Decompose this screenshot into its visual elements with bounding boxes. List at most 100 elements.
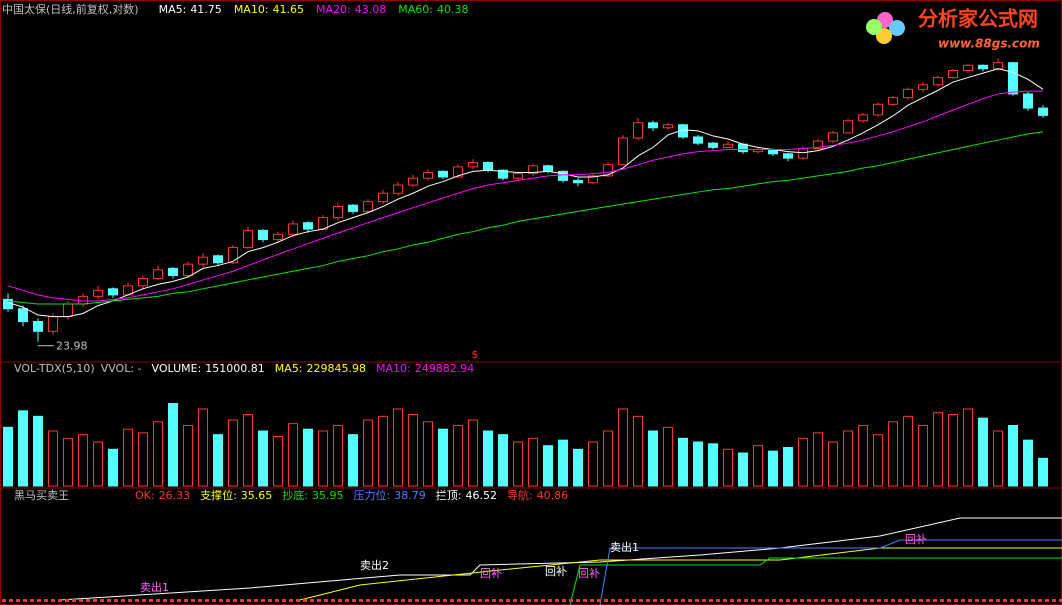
baseline-tick — [394, 599, 398, 602]
baseline-tick — [1017, 599, 1021, 602]
candle-body — [93, 289, 103, 297]
volume-bar — [333, 425, 343, 487]
baseline-tick — [863, 599, 867, 602]
volume-bar — [483, 430, 493, 487]
baseline-tick — [891, 599, 895, 602]
ma-label: MA20: — [316, 3, 351, 16]
baseline-tick — [408, 599, 412, 602]
volume-bar — [438, 428, 448, 487]
candle-body — [138, 277, 148, 287]
baseline-tick — [2, 599, 6, 602]
candle-body — [438, 170, 448, 178]
logo-petal — [866, 19, 882, 35]
candle-body — [423, 171, 433, 179]
baseline-tick — [744, 599, 748, 602]
baseline-tick — [457, 599, 461, 602]
baseline-tick — [401, 599, 405, 602]
logo-name: 分析家公式网 — [918, 7, 1038, 31]
baseline-tick — [331, 599, 335, 602]
baseline-tick — [807, 599, 811, 602]
baseline-tick — [212, 599, 216, 602]
volume-bar — [648, 430, 658, 487]
baseline-tick — [86, 599, 90, 602]
candle-body — [348, 204, 358, 212]
ma-value: 41.65 — [273, 3, 305, 16]
volume-bar — [738, 452, 748, 487]
volume-bar — [828, 441, 838, 487]
baseline-tick — [184, 599, 188, 602]
ma-line — [7, 68, 1044, 318]
baseline-tick — [93, 599, 97, 602]
indicator-value: 35.95 — [312, 489, 344, 502]
baseline-tick — [646, 599, 650, 602]
candle-body — [153, 269, 163, 279]
indicator-value: 46.52 — [465, 489, 497, 502]
baseline-tick — [625, 599, 629, 602]
volume-bar — [243, 414, 253, 487]
volume-bar — [423, 421, 433, 487]
candle-body — [933, 77, 943, 86]
indicator-label: 抄底: — [282, 488, 308, 502]
volume-bar — [348, 434, 358, 487]
baseline-tick — [800, 599, 804, 602]
volume-bar — [288, 423, 298, 487]
baseline-tick — [667, 599, 671, 602]
baseline-tick — [618, 599, 622, 602]
stat-label: VOLUME: — [152, 362, 202, 375]
baseline-tick — [478, 599, 482, 602]
indicator-value: 38.79 — [394, 489, 426, 502]
baseline-tick — [464, 599, 468, 602]
baseline-tick — [492, 599, 496, 602]
baseline-tick — [583, 599, 587, 602]
baseline-tick — [352, 599, 356, 602]
volume-bar — [798, 437, 808, 487]
indicator-value: 40.86 — [537, 489, 569, 502]
baseline-tick — [709, 599, 713, 602]
volume-bar — [768, 450, 778, 487]
volume-bar — [168, 403, 178, 487]
volume-bar — [1008, 425, 1018, 487]
baseline-tick — [1045, 599, 1049, 602]
volume-bar — [1023, 439, 1033, 487]
candle-body — [888, 97, 898, 105]
volume-bar — [933, 412, 943, 487]
baseline-tick — [919, 599, 923, 602]
baseline-tick — [422, 599, 426, 602]
baseline-tick — [681, 599, 685, 602]
candle-body — [798, 147, 808, 159]
volume-bar — [888, 421, 898, 487]
baseline-tick — [1003, 599, 1007, 602]
baseline-tick — [723, 599, 727, 602]
volume-bar — [1038, 457, 1048, 487]
indicator-label: 压力位: — [354, 488, 391, 502]
candle-body — [513, 173, 523, 179]
baseline-tick — [373, 599, 377, 602]
panel-title: VOL-TDX(5,10) — [14, 362, 95, 375]
baseline-tick — [219, 599, 223, 602]
candle-body — [558, 170, 568, 181]
baseline-tick — [961, 599, 965, 602]
baseline-tick — [296, 599, 300, 602]
candle-body — [588, 175, 598, 184]
candle-body — [813, 140, 823, 149]
candle-body — [618, 137, 628, 166]
volume-bar — [378, 415, 388, 487]
candle-body — [378, 192, 388, 203]
candle-body — [483, 161, 493, 171]
baseline-tick — [751, 599, 755, 602]
baseline-tick — [849, 599, 853, 602]
baseline-tick — [310, 599, 314, 602]
baseline-tick — [660, 599, 664, 602]
baseline-tick — [758, 599, 762, 602]
signal-label: 回补 — [905, 533, 927, 546]
volume-bar — [408, 414, 418, 487]
candle-body — [918, 84, 928, 90]
candle-body — [288, 223, 298, 235]
ma-value: 43.08 — [355, 3, 387, 16]
ma-line — [7, 131, 1044, 305]
volume-bar — [918, 425, 928, 487]
baseline-tick — [471, 599, 475, 602]
candle-body — [168, 267, 178, 277]
baseline-tick — [765, 599, 769, 602]
